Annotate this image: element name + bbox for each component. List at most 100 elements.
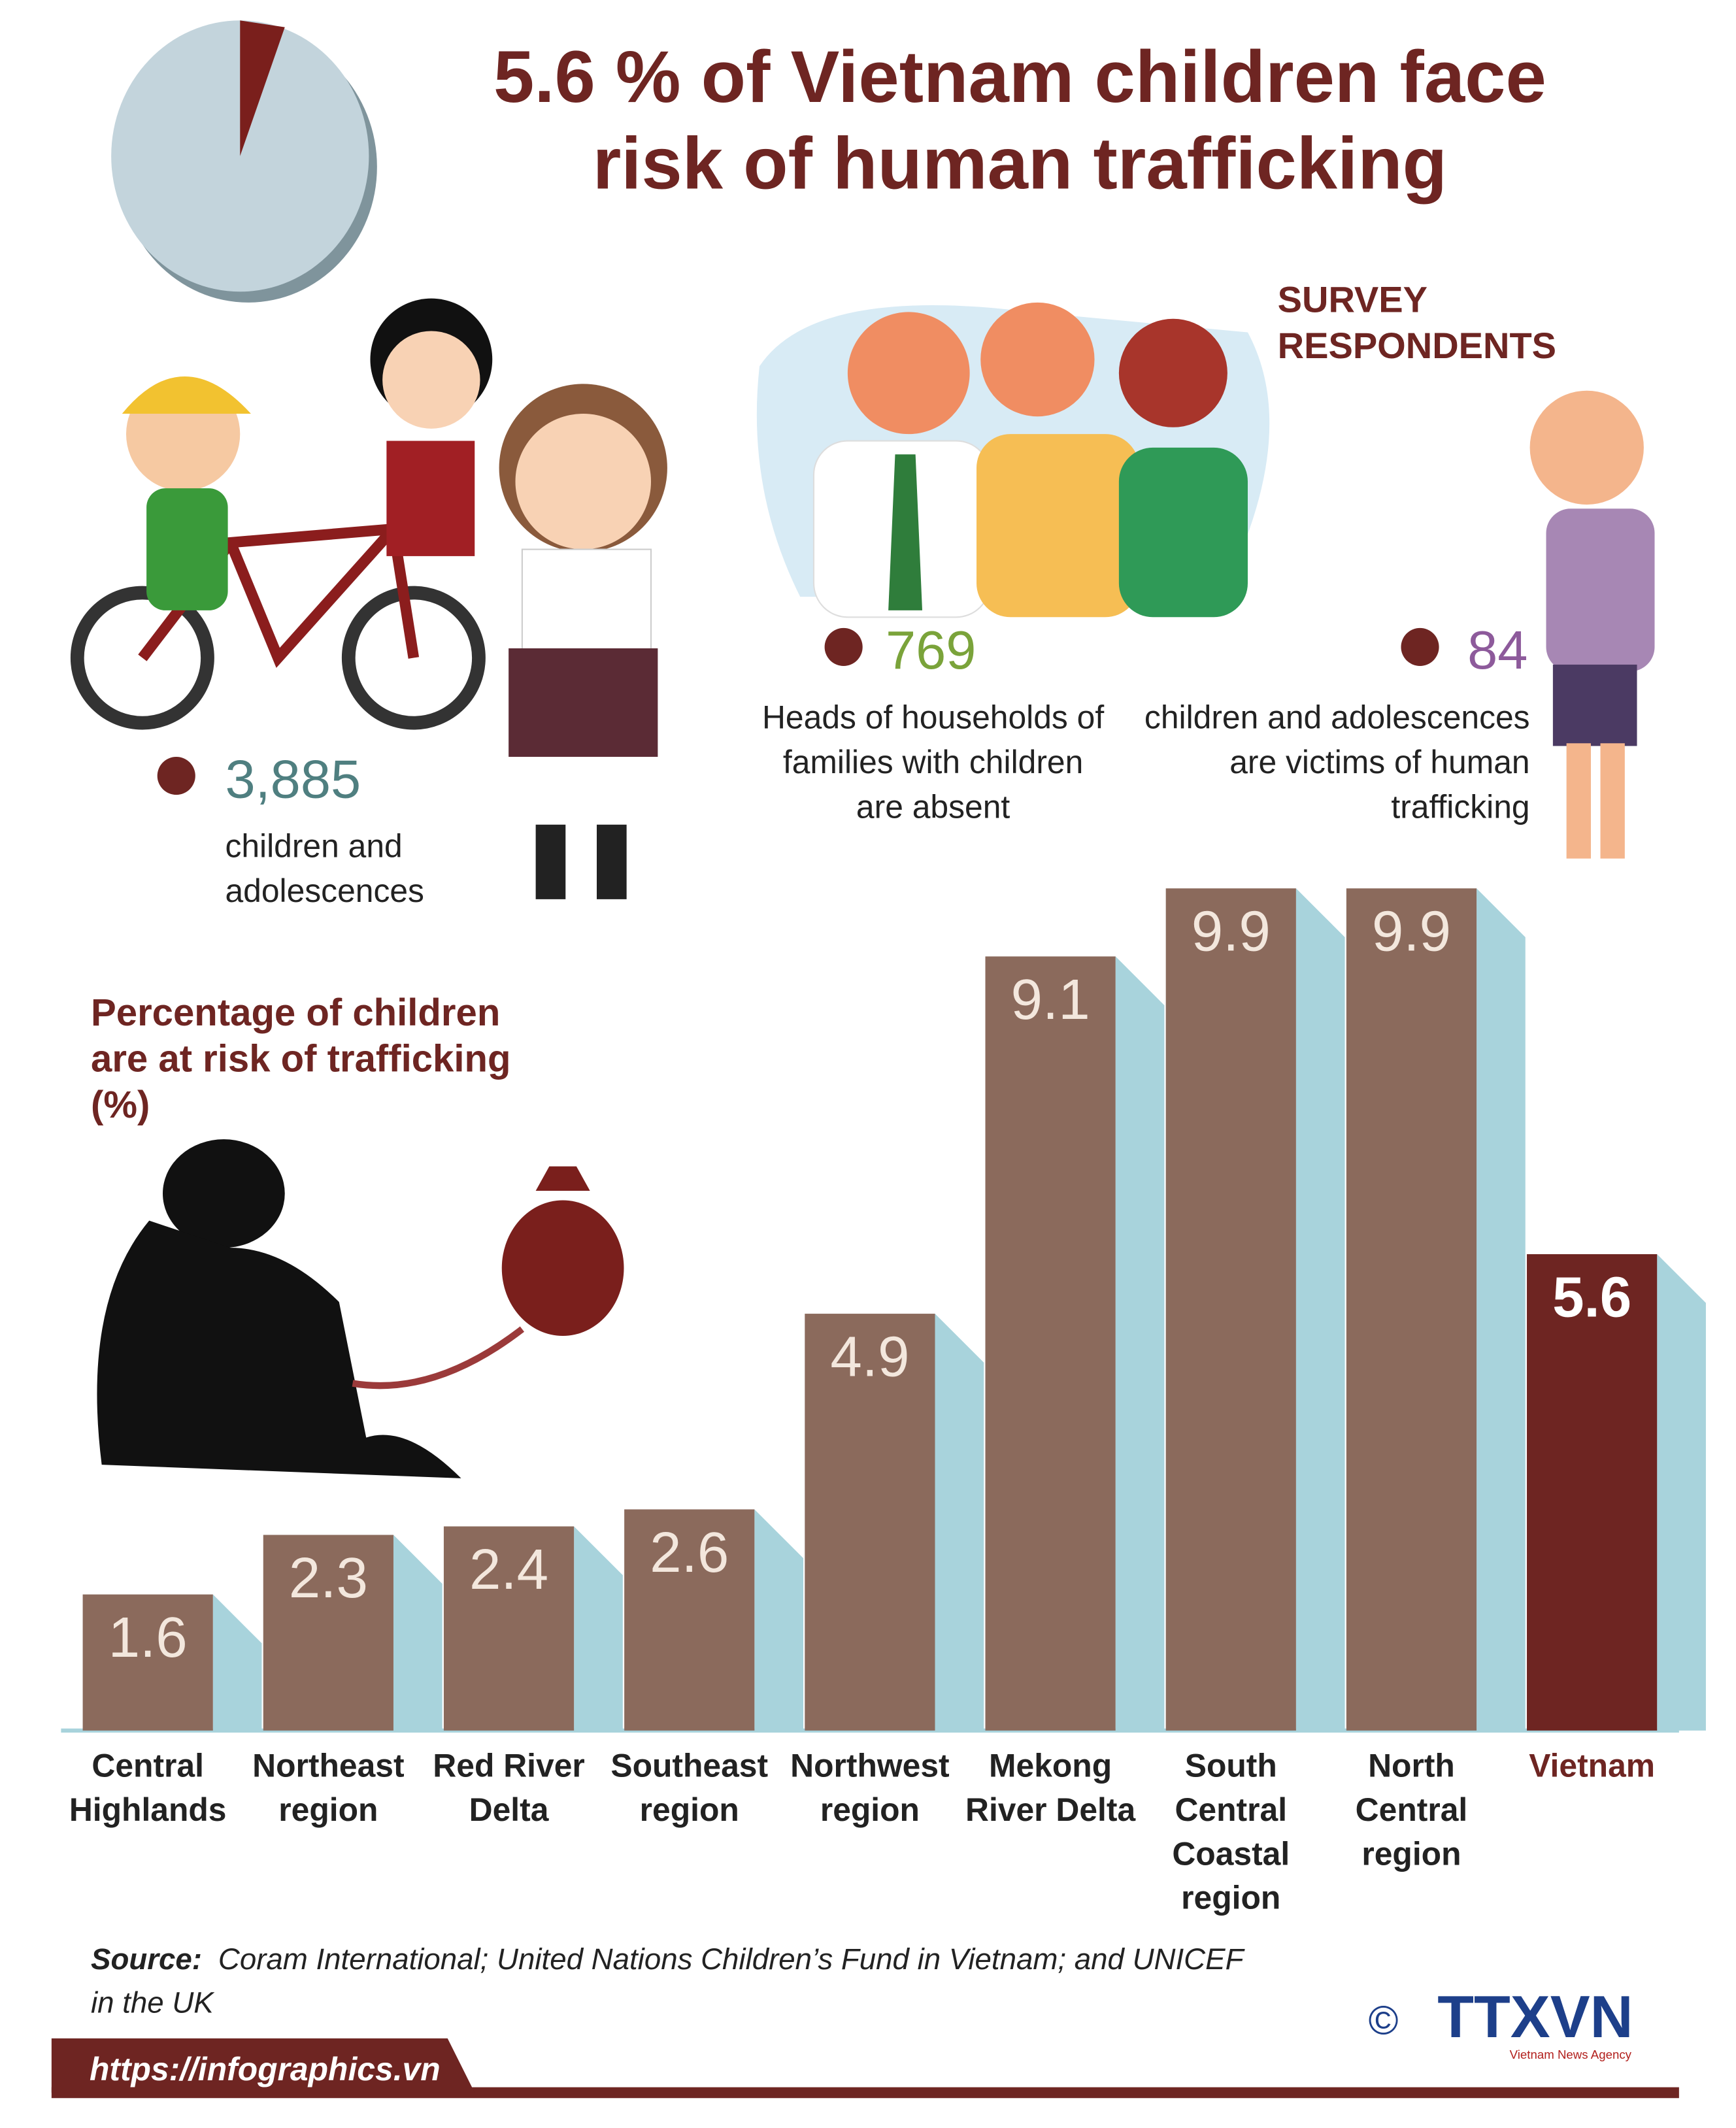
text-line: RESPONDENTS [1278, 325, 1556, 366]
girl2-face [515, 414, 651, 550]
man2-shirt [976, 434, 1139, 618]
woman-shirt [1118, 447, 1248, 618]
pie-top [111, 20, 369, 292]
bar [985, 956, 1116, 1731]
girl-face [382, 331, 480, 429]
text-line: Red River [433, 1747, 584, 1784]
text-line: Percentage of children [91, 991, 500, 1034]
boy-shirt [1546, 508, 1655, 672]
bar [443, 1526, 575, 1731]
value-label: 9.9 [1372, 900, 1451, 963]
bar-shadow [574, 1526, 623, 1731]
text-line: Central [1356, 1791, 1468, 1828]
text-line: trafficking [1391, 788, 1529, 825]
bar [1527, 1254, 1658, 1731]
source: Source: Coram International; United Natio… [91, 1942, 1246, 2019]
text-line: are at risk of trafficking [91, 1037, 510, 1080]
title: 5.6 % of Vietnam children face risk of hu… [493, 36, 1546, 205]
x-tick-label: Northwest region [790, 1747, 949, 1827]
text-line: families with children [783, 744, 1083, 780]
helmet [122, 376, 251, 414]
stat-number: 84 [1467, 620, 1527, 680]
text-line: region [640, 1791, 739, 1828]
x-tick-label: Vietnam [1529, 1747, 1655, 1784]
text-line: River Delta [965, 1791, 1136, 1828]
boy-leg [1566, 743, 1591, 859]
text-line: SURVEY [1278, 278, 1427, 320]
pie-decoration [111, 20, 377, 303]
chart-title: Percentage of children are at risk of tra… [91, 991, 510, 1126]
x-tick-label: North Central region [1356, 1747, 1468, 1872]
bar-shadow [1657, 1254, 1706, 1731]
stat-text: children and adolescences [225, 828, 424, 909]
silhouette-illustration [97, 1139, 624, 1478]
value-label: 1.6 [108, 1606, 188, 1669]
text-line: Southeast [610, 1747, 768, 1784]
text-line: North [1368, 1747, 1455, 1784]
stat-number: 769 [886, 620, 976, 680]
agency: Vietnam News Agency [1510, 2048, 1632, 2061]
x-tick-label: Red River Delta [433, 1747, 584, 1827]
bar-shadow [1115, 956, 1165, 1731]
bar-shadow [1295, 888, 1345, 1731]
value-label: 9.9 [1192, 900, 1271, 963]
value-label: 2.4 [469, 1538, 548, 1601]
text-line: Central [92, 1747, 204, 1784]
footer-band [51, 2038, 475, 2093]
text-line: Coastal [1172, 1835, 1290, 1872]
bag-neck [535, 1166, 590, 1191]
boy-shorts [1552, 664, 1637, 746]
logo: TTXVN [1437, 1984, 1633, 2050]
value-label: 5.6 [1552, 1265, 1631, 1329]
money-bag [501, 1200, 624, 1337]
wheel [341, 586, 486, 730]
source-label: Source: [91, 1942, 202, 1976]
leg [597, 824, 627, 899]
text-line: risk of human trafficking [593, 123, 1447, 205]
source-text: in the UK [91, 1986, 215, 2019]
man2-head [980, 302, 1095, 417]
text-line: Delta [469, 1791, 550, 1828]
kid-body [146, 488, 228, 610]
value-label: 9.1 [1011, 968, 1090, 1031]
bar [1165, 888, 1296, 1731]
boy-head [1529, 390, 1644, 505]
bullet [824, 627, 863, 666]
text-line: are absent [856, 788, 1010, 825]
girl-dress [386, 441, 475, 556]
text-line: South [1185, 1747, 1277, 1784]
value-label: 2.3 [289, 1546, 368, 1610]
stat-text: children and adolescences are victims of … [1144, 699, 1530, 825]
text-line: Mekong [989, 1747, 1112, 1784]
bar-shadow [393, 1535, 442, 1731]
url[interactable]: https://infographics.vn [90, 2051, 441, 2087]
source-text: Coram International; United Nations Chil… [218, 1942, 1246, 1976]
x-tick-label: Northeast region [252, 1747, 404, 1827]
x-tick-label: Central Highlands [69, 1747, 227, 1827]
text-line: adolescences [225, 873, 424, 909]
girl2-skirt [509, 648, 658, 757]
man-head [847, 312, 970, 435]
survey-heading: SURVEY RESPONDENTS [1278, 278, 1556, 366]
text-line: are victims of human [1229, 744, 1529, 780]
bar-shadow [212, 1594, 262, 1731]
text-line: Vietnam [1529, 1747, 1655, 1784]
bullet [1401, 627, 1439, 666]
head [163, 1139, 285, 1248]
bar [805, 1314, 935, 1731]
bar [263, 1535, 393, 1731]
value-label: 2.6 [650, 1521, 729, 1584]
text-line: region [1361, 1835, 1461, 1872]
woman-hair [1118, 318, 1227, 427]
text-line: region [1181, 1880, 1280, 1916]
text-line: Highlands [69, 1791, 227, 1828]
girl2-shirt [521, 548, 652, 652]
x-tick-label: South Central Coastal region [1172, 1747, 1290, 1916]
copyright: © [1369, 1999, 1399, 2044]
x-tick-label: Southeast region [610, 1747, 768, 1827]
wheel [70, 586, 214, 730]
bar [1346, 888, 1477, 1731]
bar-shadow [1477, 888, 1526, 1731]
text-line: Central [1175, 1791, 1287, 1828]
